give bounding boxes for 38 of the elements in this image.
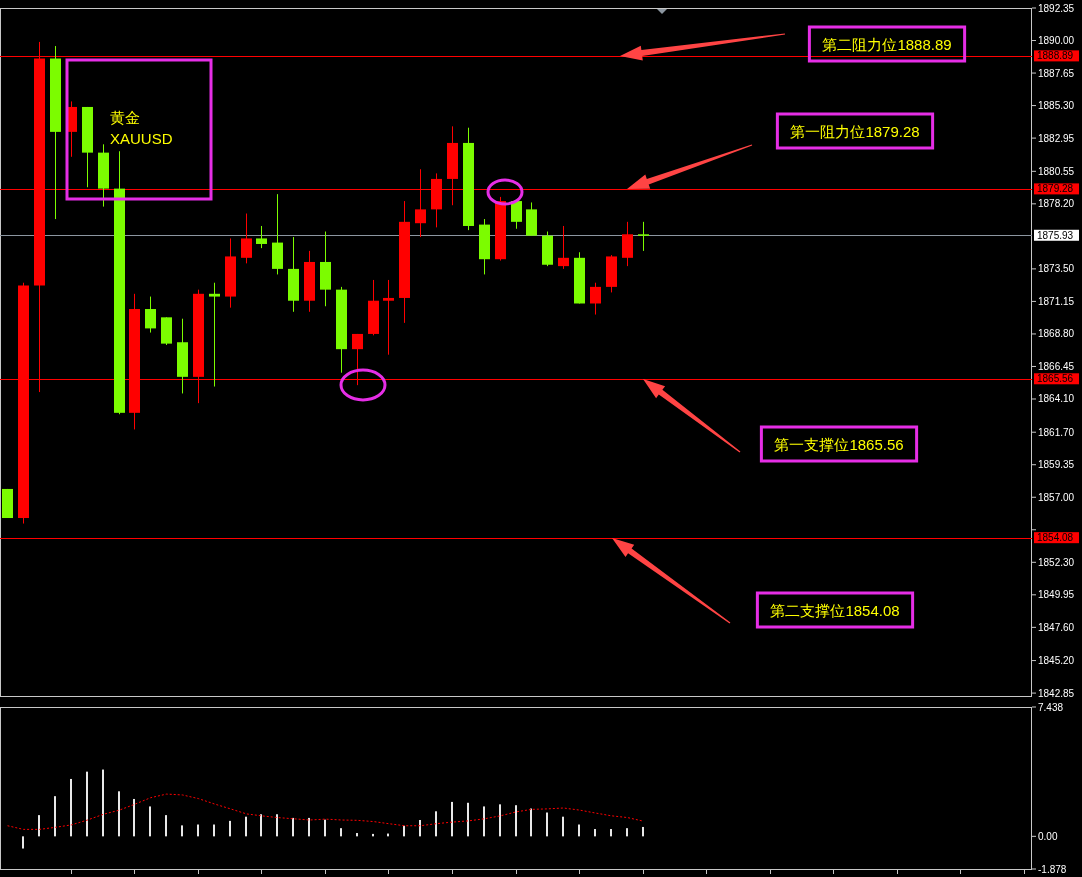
annotation: 第二支撑位1854.08: [770, 601, 900, 619]
y-tick-label: 1847.60: [1038, 621, 1075, 633]
annotation: 第一支撑位1865.56: [774, 435, 904, 453]
title: 黄金 XAUUSD: [110, 108, 173, 147]
ref-line-label: 1888.89: [1037, 50, 1074, 62]
ref-line-label: 1854.08: [1037, 532, 1074, 544]
y-tick-label: 1890.00: [1038, 35, 1075, 47]
ref-label: 1865.56: [1034, 373, 1079, 385]
ref-label: 1854.08: [1034, 532, 1079, 544]
y-tick-label: 1873.50: [1038, 263, 1075, 275]
y-tick-label: 0.00: [1038, 830, 1058, 842]
y-tick-label: 1885.30: [1038, 100, 1075, 112]
ref-line-label: 1865.56: [1037, 373, 1074, 385]
y-tick-label: 1849.95: [1038, 589, 1075, 601]
y-tick-label: 1882.95: [1038, 132, 1075, 144]
y-tick-label: 1857.00: [1038, 491, 1075, 503]
y-tick-label: 1868.80: [1038, 328, 1075, 340]
ref-label: 1875.93: [1034, 229, 1079, 241]
y-tick-label: 1866.45: [1038, 360, 1075, 372]
y-tick-label: 1871.15: [1038, 295, 1075, 307]
y-tick-label: 1861.70: [1038, 426, 1075, 438]
y-tick-label: 1864.10: [1038, 393, 1075, 405]
y-tick-label: 1859.35: [1038, 459, 1075, 471]
y-tick-label: 1887.65: [1038, 67, 1075, 79]
ref-label: 1888.89: [1034, 50, 1079, 62]
ref-line-label: 1879.28: [1037, 183, 1074, 195]
ref-label: 1879.28: [1034, 183, 1079, 195]
ref-line-label: 1875.93: [1037, 229, 1074, 241]
y-tick-label: -1.878: [1038, 863, 1067, 875]
y-tick-label: 1852.30: [1038, 556, 1075, 568]
y-tick-label: 1880.55: [1038, 165, 1075, 177]
annotation: 第二阻力位1888.89: [822, 35, 952, 53]
y-tick-label: 7.438: [1038, 701, 1064, 713]
annotation: 第一阻力位1879.28: [790, 122, 920, 140]
y-tick-label: 1878.20: [1038, 198, 1075, 210]
y-tick-label: 1892.35: [1038, 2, 1075, 14]
y-tick-label: 1842.85: [1038, 687, 1075, 699]
y-tick-label: 1845.20: [1038, 655, 1075, 667]
